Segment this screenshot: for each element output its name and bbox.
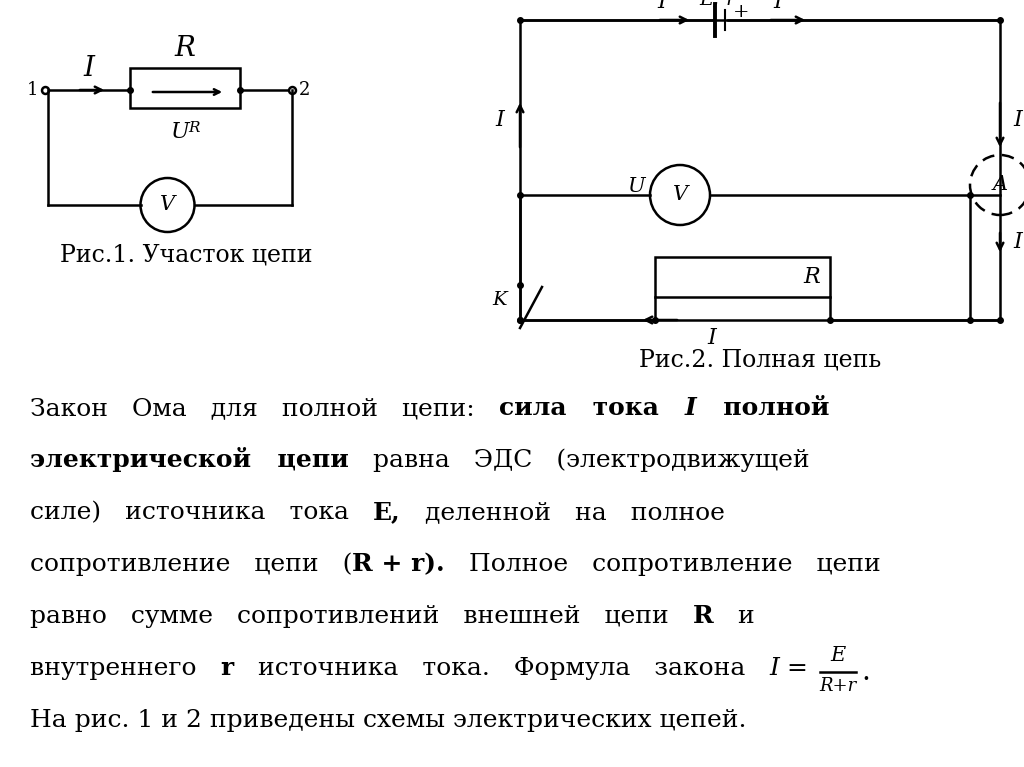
Text: На рис. 1 и 2 приведены схемы электрических цепей.: На рис. 1 и 2 приведены схемы электричес…	[30, 709, 746, 732]
Text: I: I	[496, 109, 505, 131]
Text: I: I	[685, 396, 696, 420]
Text: K: K	[493, 291, 507, 309]
Text: I: I	[1014, 231, 1022, 253]
Text: силе)   источника   тока: силе) источника тока	[30, 501, 373, 524]
Text: сопротивление   цепи   (: сопротивление цепи (	[30, 552, 352, 576]
Circle shape	[970, 155, 1024, 215]
Text: 2: 2	[299, 81, 310, 99]
Text: Закон   Ома   для   полной   цепи:: Закон Ома для полной цепи:	[30, 397, 499, 420]
Text: I: I	[657, 0, 667, 13]
Bar	[655, 257, 830, 297]
Text: V: V	[160, 196, 175, 215]
Text: A: A	[992, 176, 1008, 195]
Text: V: V	[673, 186, 687, 205]
Text: R: R	[174, 35, 196, 62]
Text: I: I	[84, 54, 94, 81]
Text: I: I	[708, 327, 717, 349]
Bar	[130, 68, 240, 108]
Text: U: U	[627, 177, 645, 196]
Text: электрической   цепи: электрической цепи	[30, 447, 349, 472]
Text: деленной   на   полное: деленной на полное	[400, 501, 725, 524]
Text: равна   ЭДС   (электродвижущей: равна ЭДС (электродвижущей	[349, 449, 810, 472]
Text: I: I	[1014, 109, 1022, 131]
Text: полной: полной	[696, 396, 829, 420]
Text: R + r).: R + r).	[352, 552, 445, 576]
Text: .: .	[862, 659, 870, 686]
Text: I: I	[773, 0, 782, 13]
Text: r: r	[220, 656, 233, 680]
Text: R: R	[188, 121, 200, 135]
Text: и: и	[714, 605, 755, 628]
Circle shape	[140, 178, 195, 232]
Text: +: +	[733, 3, 750, 21]
Text: Рис.1. Участок цепи: Рис.1. Участок цепи	[60, 243, 312, 266]
Text: U: U	[171, 121, 189, 143]
Circle shape	[650, 165, 710, 225]
Text: I: I	[769, 657, 786, 680]
Text: E; r: E; r	[699, 0, 736, 9]
Text: R: R	[693, 604, 714, 628]
Text: равно   сумме   сопротивлений   внешней   цепи: равно сумме сопротивлений внешней цепи	[30, 605, 693, 628]
Text: R+r: R+r	[819, 677, 856, 695]
Text: сила   тока: сила тока	[499, 396, 685, 420]
Text: Рис.2. Полная цепь: Рис.2. Полная цепь	[639, 348, 881, 371]
Text: внутреннего: внутреннего	[30, 657, 220, 680]
Text: источника   тока.   Формула   закона: источника тока. Формула закона	[233, 657, 769, 680]
Text: 1: 1	[27, 81, 38, 99]
Text: =: =	[786, 657, 816, 680]
Text: R: R	[804, 266, 820, 288]
Text: Полное   сопротивление   цепи: Полное сопротивление цепи	[445, 553, 881, 576]
Text: E,: E,	[373, 500, 400, 524]
Text: E: E	[830, 646, 846, 665]
